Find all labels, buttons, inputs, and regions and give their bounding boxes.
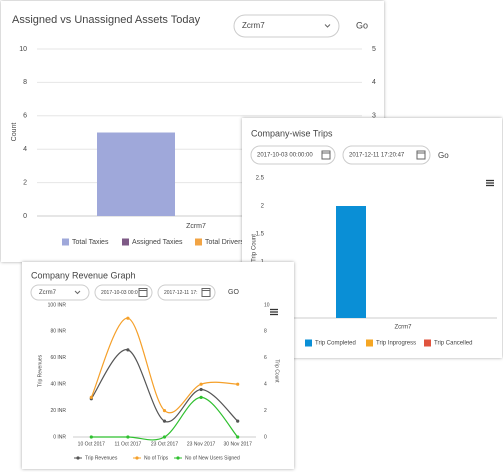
legend-label[interactable]: Trip Cancelled bbox=[434, 341, 472, 347]
data-point bbox=[199, 382, 203, 386]
y-tick-label: 4 bbox=[23, 146, 27, 153]
calendar-icon bbox=[201, 288, 211, 297]
y-tick-label: 100 INR bbox=[48, 302, 67, 308]
legend-swatch bbox=[424, 339, 431, 347]
date-input[interactable] bbox=[250, 145, 336, 165]
y2-tick-label: 4 bbox=[264, 382, 267, 388]
legend-label[interactable]: No of Trips bbox=[144, 455, 169, 461]
legend-label[interactable]: Trip Revenues bbox=[85, 455, 118, 461]
y-tick-label: 6 bbox=[23, 113, 27, 120]
go-button[interactable]: Go bbox=[438, 151, 449, 160]
x-tick-label: 23 Oct 2017 bbox=[151, 441, 178, 447]
y-tick-label: 0 bbox=[23, 213, 27, 220]
y2-tick-label: 4 bbox=[372, 79, 376, 86]
x-tick-label: 23 Nov 2017 bbox=[187, 441, 216, 447]
calendar-icon bbox=[321, 150, 331, 160]
select-chevron bbox=[74, 290, 81, 295]
legend-swatch bbox=[62, 238, 69, 246]
panel-title: Company Revenue Graph bbox=[31, 270, 136, 280]
y-tick-label: 8 bbox=[23, 79, 27, 86]
y2-tick-label: 5 bbox=[372, 46, 376, 53]
go-button[interactable]: GO bbox=[228, 289, 239, 296]
y-tick-label: 1.5 bbox=[256, 232, 265, 238]
y-tick-label: 40 INR bbox=[50, 382, 66, 388]
data-point bbox=[199, 395, 203, 399]
data-point bbox=[236, 382, 240, 386]
y-tick-label: 0 INR bbox=[53, 434, 66, 440]
x-tick-label: Zcrm7 bbox=[186, 223, 206, 230]
legend-label[interactable]: Assigned Taxies bbox=[132, 239, 183, 246]
y2-tick-label: 10 bbox=[264, 302, 270, 308]
select-value: Zcrm7 bbox=[242, 21, 265, 30]
series-line bbox=[90, 317, 238, 414]
y-tick-label: 2 bbox=[261, 204, 265, 210]
y2-axis-label: Trip Count bbox=[274, 359, 280, 383]
y-tick-label: 20 INR bbox=[50, 408, 66, 414]
date-value: 2017-10-03 00:00:00 bbox=[257, 153, 313, 159]
legend-label[interactable]: Trip Inprogress bbox=[376, 341, 416, 347]
y-tick-label: 2 bbox=[23, 179, 27, 186]
y2-tick-label: 0 bbox=[264, 434, 267, 440]
y-axis-label: Trip Count bbox=[252, 234, 258, 262]
date-input[interactable] bbox=[157, 284, 216, 301]
data-point bbox=[236, 419, 240, 423]
data-point bbox=[89, 395, 93, 399]
y-tick-label: 80 INR bbox=[50, 329, 66, 335]
legend-label[interactable]: Trip Completed bbox=[315, 341, 356, 347]
x-tick-label: Zcrm7 bbox=[395, 325, 413, 331]
data-point bbox=[162, 419, 167, 423]
x-tick-label: 30 Nov 2017 bbox=[224, 441, 253, 447]
panel-title: Company-wise Trips bbox=[251, 128, 333, 138]
data-point bbox=[126, 348, 130, 352]
legend-label[interactable]: Total Taxies bbox=[72, 239, 109, 246]
y-axis-label: Trip Revenues bbox=[37, 354, 43, 387]
data-point bbox=[236, 435, 240, 439]
calendar-icon bbox=[416, 150, 426, 160]
legend-label[interactable]: No of New Users Signed bbox=[185, 455, 240, 461]
date-value: 2017-12-11 17: bbox=[164, 290, 198, 296]
data-point bbox=[199, 387, 203, 392]
panel: Company Revenue Graph Zcrm7 2017-10-03 00:… bbox=[22, 262, 294, 469]
date-input[interactable] bbox=[94, 284, 153, 301]
legend-swatch bbox=[122, 238, 129, 246]
date-value: 2017-12-11 17:20:47 bbox=[349, 153, 405, 159]
y-tick-label: 60 INR bbox=[50, 355, 66, 361]
panel-title: Assigned vs Unassigned Assets Today bbox=[12, 14, 201, 26]
data-point bbox=[126, 316, 130, 320]
y2-tick-label: 8 bbox=[264, 329, 267, 335]
select-value: Zcrm7 bbox=[39, 290, 57, 296]
bar bbox=[97, 132, 175, 216]
legend-swatch bbox=[305, 339, 312, 347]
y-tick-label: 2.5 bbox=[256, 176, 265, 182]
date-input[interactable] bbox=[342, 145, 431, 165]
y2-tick-label: 2 bbox=[264, 408, 267, 414]
bar bbox=[336, 206, 366, 318]
select-chevron bbox=[324, 24, 331, 28]
data-point bbox=[126, 435, 130, 439]
legend-dot bbox=[176, 456, 180, 460]
legend-dot bbox=[135, 456, 139, 460]
calendar-icon bbox=[138, 288, 148, 297]
go-button[interactable]: Go bbox=[356, 20, 368, 30]
data-point bbox=[162, 435, 167, 439]
legend-swatch bbox=[195, 238, 202, 246]
y2-tick-label: 3 bbox=[372, 113, 376, 120]
legend-dot bbox=[76, 456, 80, 460]
select-box[interactable] bbox=[233, 14, 340, 38]
y2-tick-label: 6 bbox=[264, 355, 267, 361]
select-box[interactable] bbox=[30, 284, 90, 301]
legend-swatch bbox=[366, 339, 373, 347]
data-point bbox=[89, 435, 93, 439]
date-value: 2017-10-03 00:0 bbox=[101, 290, 138, 296]
legend-label[interactable]: Total Drivers bbox=[205, 239, 244, 246]
x-tick-label: 11 Oct 2017 bbox=[114, 441, 141, 447]
y-tick-label: 10 bbox=[19, 46, 27, 53]
y-axis-label: Count bbox=[11, 123, 18, 142]
data-point bbox=[162, 409, 167, 413]
x-tick-label: 10 Oct 2017 bbox=[78, 441, 105, 447]
